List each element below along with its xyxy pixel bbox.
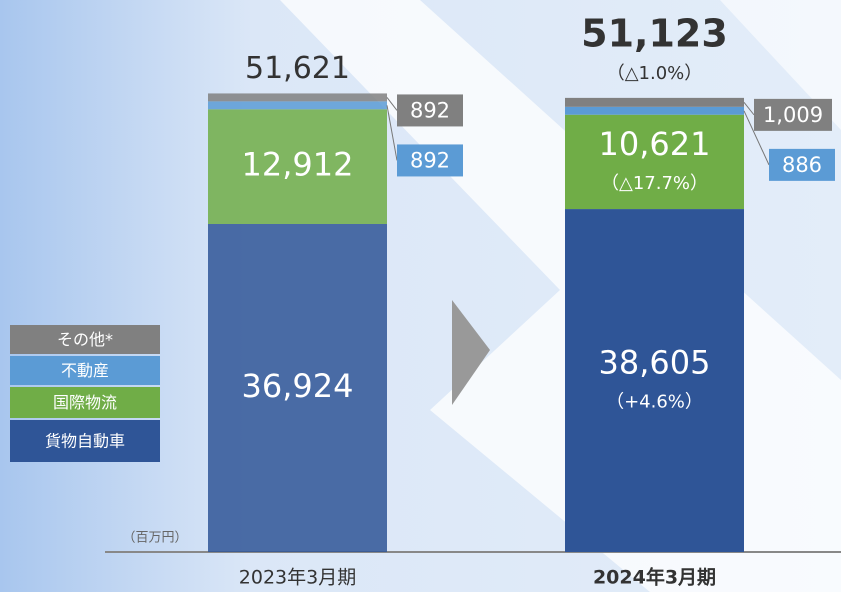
value-label: 1,009 <box>763 103 823 127</box>
callout-line <box>743 102 755 116</box>
legend-label: その他* <box>57 330 113 349</box>
bar-segment <box>565 209 744 553</box>
total-label: 51,621 <box>245 51 350 86</box>
background-shape <box>720 0 841 130</box>
bar-segment <box>565 97 744 107</box>
value-label: 38,605 <box>599 344 711 382</box>
bar-segment <box>208 223 387 552</box>
legend-swatch <box>10 356 160 385</box>
change-label: （+4.6%） <box>606 392 703 413</box>
value-label: 10,621 <box>599 125 711 163</box>
total-change-label: （△1.0%） <box>607 63 703 84</box>
callout-box <box>397 94 463 127</box>
callout-box <box>754 98 832 131</box>
legend-label: 国際物流 <box>53 393 117 412</box>
x-tick-label: 2023年3月期 <box>239 567 356 589</box>
bar-segment <box>208 101 387 110</box>
callout-line <box>386 97 398 111</box>
callout-box <box>397 144 463 177</box>
x-tick-label: 2024年3月期 <box>593 566 716 589</box>
legend-label: 貨物自動車 <box>45 432 125 451</box>
bar-segment <box>565 106 744 115</box>
value-label: 892 <box>410 98 450 122</box>
legend-label: 不動産 <box>61 361 109 380</box>
change-label: （△17.7%） <box>601 173 708 194</box>
callout-box <box>769 148 835 181</box>
callout-line <box>386 105 398 161</box>
legend-swatch <box>10 420 160 462</box>
value-label: 886 <box>782 153 822 177</box>
arrow <box>452 300 490 405</box>
callout-line <box>743 110 770 166</box>
total-label: 51,123 <box>581 11 728 55</box>
value-label: 36,924 <box>242 367 354 405</box>
unit-label: （百万円） <box>122 531 187 546</box>
value-label: 12,912 <box>242 146 354 184</box>
value-label: 892 <box>410 148 450 172</box>
legend-swatch <box>10 387 160 418</box>
bar-segment <box>565 114 744 210</box>
legend-swatch <box>10 325 160 354</box>
bar-segment <box>208 109 387 224</box>
bar-segment <box>208 93 387 102</box>
